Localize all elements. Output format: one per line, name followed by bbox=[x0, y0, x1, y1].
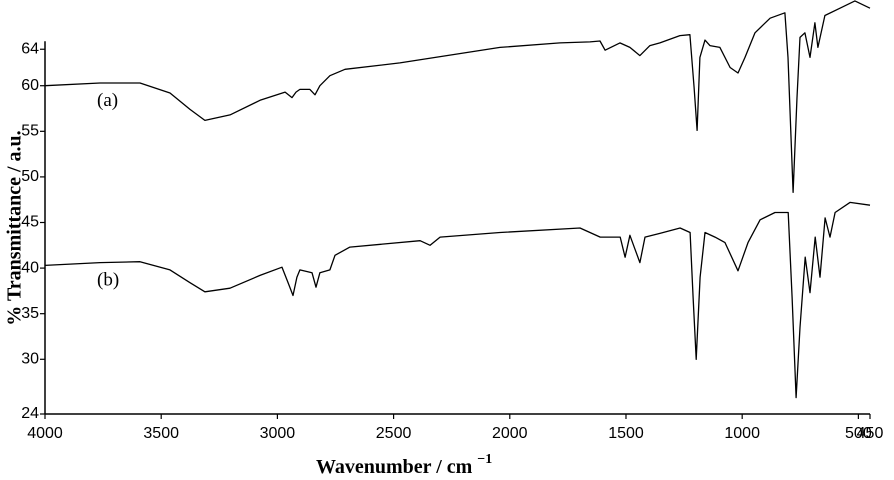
y-tick-label: 30 bbox=[21, 351, 39, 368]
y-tick-label: 64 bbox=[21, 40, 39, 57]
x-axis-label-superscript: −1 bbox=[477, 452, 492, 467]
spectrum-line bbox=[44, 201, 871, 399]
x-tick-label: 2000 bbox=[492, 425, 528, 442]
x-tick-label: 1500 bbox=[608, 425, 644, 442]
y-tick-label: 35 bbox=[21, 305, 39, 322]
y-tick-label: 50 bbox=[21, 168, 39, 185]
x-tick-label: 1000 bbox=[724, 425, 760, 442]
y-tick-label: 60 bbox=[21, 77, 39, 94]
y-tick-label: 40 bbox=[21, 259, 39, 276]
x-tick-label: 3000 bbox=[260, 425, 296, 442]
x-axis-label: Wavenumber / cm −1 bbox=[316, 452, 492, 477]
y-tick-label: 55 bbox=[21, 123, 39, 140]
spectrum-line bbox=[44, 0, 871, 194]
x-tick-label: 3500 bbox=[143, 425, 179, 442]
series-label: (a) bbox=[97, 90, 118, 111]
x-tick-label: 4000 bbox=[27, 425, 63, 442]
x-axis-label-text: Wavenumber / cm bbox=[316, 456, 473, 478]
y-axis-label: % Transmittance / a.u. bbox=[4, 130, 26, 325]
series-label: (b) bbox=[97, 270, 119, 291]
x-tick-label: 500 bbox=[845, 425, 872, 442]
x-tick-label: 450 bbox=[857, 425, 884, 442]
x-tick-label: 2500 bbox=[376, 425, 412, 442]
y-tick-label: 24 bbox=[21, 405, 39, 422]
y-tick-label: 45 bbox=[21, 214, 39, 231]
